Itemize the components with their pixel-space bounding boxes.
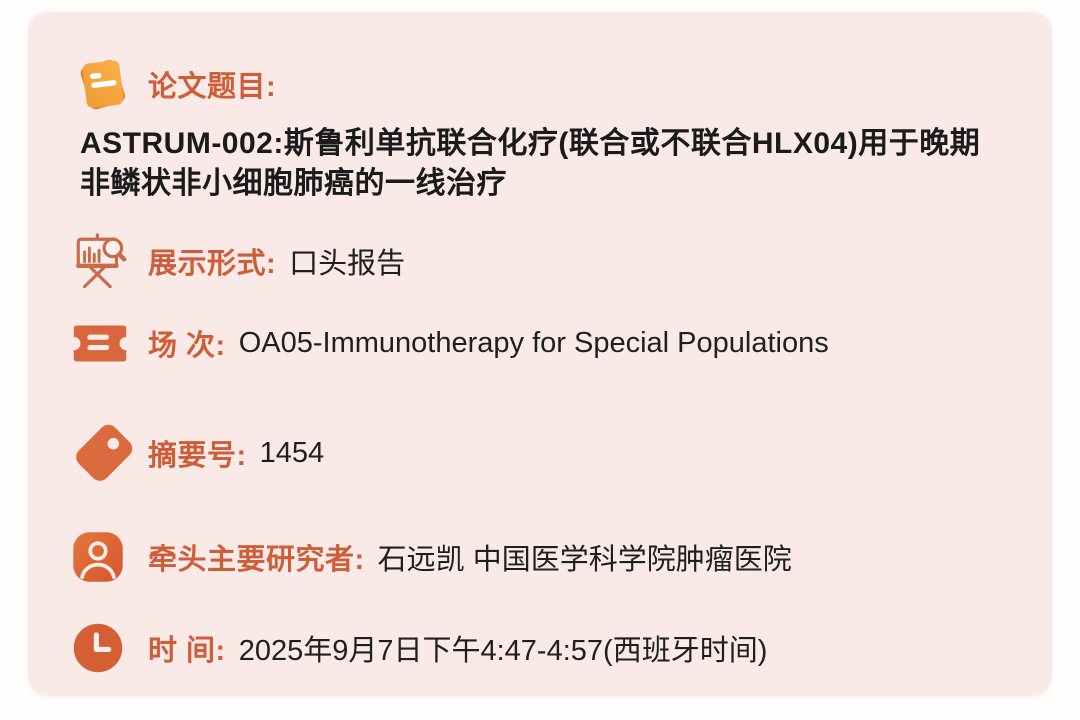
time-label: 时 间: [148, 635, 226, 667]
abstract-label: 摘要号: [148, 440, 247, 472]
investigator-label: 牵头主要研究者: [148, 544, 365, 576]
row-session: 场 次: OA05-Immunotherapy for Special Popu… [70, 307, 829, 379]
person-icon [70, 529, 148, 585]
time-value: 2025年9月7日下午4:47-4:57(西班牙时间) [238, 635, 768, 667]
session-label: 场 次: [148, 330, 226, 362]
papers-icon [70, 54, 148, 114]
paper-title-text: ASTRUM-002:斯鲁利单抗联合化疗(联合或不联合HLX04)用于晚期 非鳞… [80, 127, 981, 200]
format-value: 口头报告 [289, 248, 406, 280]
tag-icon [70, 420, 148, 486]
clock-icon [70, 620, 148, 676]
row-time: 时 间: 2025年9月7日下午4:47-4:57(西班牙时间) [70, 612, 767, 684]
presentation-board-icon [70, 232, 148, 290]
row-format: 展示形式: 口头报告 [70, 225, 405, 297]
abstract-value: 1454 [259, 436, 325, 469]
session-value: OA05-Immunotherapy for Special Populatio… [238, 326, 829, 359]
row-paper-title: 论文题目: [70, 48, 276, 120]
paper-title-label: 论文题目: [148, 71, 277, 103]
info-card: 论文题目: ASTRUM-002:斯鲁利单抗联合化疗(联合或不联合HLX04)用… [28, 12, 1052, 696]
ticket-icon [70, 320, 148, 367]
row-investigator: 牵头主要研究者: 石远凯 中国医学科学院肿瘤医院 [70, 521, 792, 593]
row-abstract: 摘要号: 1454 [70, 417, 324, 489]
investigator-value: 石远凯 中国医学科学院肿瘤医院 [377, 544, 792, 576]
format-label: 展示形式: [148, 248, 277, 280]
